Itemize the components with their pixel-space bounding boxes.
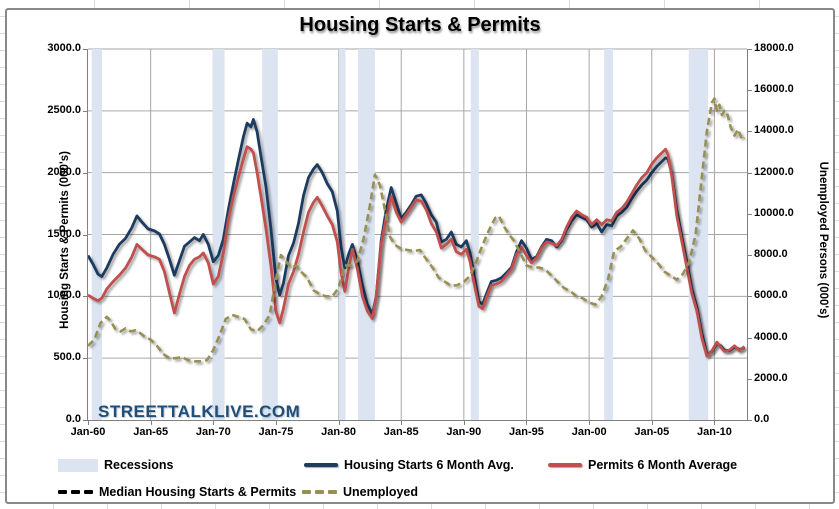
y-axis-right-tickmark [747,172,752,174]
plot-area[interactable] [86,48,747,420]
x-axis-tick-label: Jan-70 [195,426,231,438]
legend-item[interactable]: Housing Starts 6 Month Avg. [304,456,514,474]
legend-item[interactable]: Median Housing Starts & Permits [58,483,296,501]
y-axis-left-tickmark [83,172,88,174]
x-axis-tickmark [526,420,528,425]
y-axis-right-tickmark [747,90,752,92]
y-axis-left-tick-label: 0.0 [65,413,81,425]
y-axis-left-tick-label: 1500.0 [47,227,81,240]
legend-row-1: Recessions Housing Starts 6 Month Avg. Per… [7,456,833,474]
chart-canvas [86,48,747,420]
y-axis-left-tickmark [83,420,88,421]
y-axis-right-tickmark [747,213,752,215]
x-axis-tickmark [275,420,277,425]
x-axis-tick-label: Jan-05 [634,426,670,438]
y-axis-right-tick-label: 14000.0 [754,124,794,137]
y-axis-right-tickmark [747,131,752,133]
x-axis-tickmark [338,420,340,425]
y-axis-right-tick-label: 0.0 [754,413,770,425]
y-axis-right-tickmark [747,420,752,421]
y-axis-left-tickmark [83,49,88,50]
dash-median-swatch [58,490,93,494]
y-axis-right-tickmark [747,296,752,298]
y-axis-left-tick-label: 3000.0 [47,42,81,54]
x-axis-tick-label: Jan-85 [383,426,419,438]
y-axis-right-tick-label: 2000.0 [754,371,788,384]
legend-label: Recessions [104,458,174,472]
housing-starts-line [86,118,745,356]
legend-item[interactable]: Permits 6 Month Average [548,456,737,474]
housing-starts-swatch [304,463,338,467]
worksheet-gridlines-right [835,0,839,509]
y-axis-left-tickmark [83,110,88,112]
chart-object[interactable]: Housing Starts & Permits Housing Starts … [5,8,835,504]
x-axis-tickmark [150,420,152,425]
y-axis-right-tickmark [747,378,752,380]
y-axis-right-tick-label: 6000.0 [754,289,788,302]
y-axis-right-tick-label: 4000.0 [754,330,788,343]
x-axis-tick-label: Jan-10 [696,426,732,438]
y-axis-title-left: Housing Starts & Permits (000's) [59,151,71,329]
watermark: STREETTALKLIVE.COM [98,402,301,421]
permits-line [87,145,746,358]
recession-band [357,49,375,420]
x-axis-tickmark [651,420,653,425]
y-axis-right-tickmark [747,255,752,257]
legend-label: Permits 6 Month Average [588,458,738,472]
recession-band [262,49,278,420]
y-axis-left-tickmark [83,296,88,298]
x-axis-tick-label: Jan-90 [446,426,482,438]
x-axis-tick-label: Jan-75 [258,426,294,438]
legend-label: Housing Starts 6 Month Avg. [344,458,514,472]
y-axis-right-tick-label: 8000.0 [754,248,788,261]
y-axis-left-tickmark [83,358,88,360]
x-axis-tick-label: Jan-95 [509,426,544,438]
legend-label: Median Housing Starts & Permits [99,485,297,499]
y-axis-line-right [747,49,748,421]
x-axis-tickmark [401,420,403,425]
recession-swatch [58,458,98,472]
x-axis-tick-label: Jan-60 [70,426,106,438]
y-axis-left-tick-label: 2500.0 [47,103,81,116]
x-axis-tickmark [589,420,591,425]
y-axis-left-tickmark [83,234,88,236]
recession-band [470,49,479,420]
y-axis-left-tick-label: 2000.0 [47,165,81,178]
y-axis-right-tickmark [747,49,752,50]
x-axis-tickmark [213,420,215,425]
recession-band [212,49,225,420]
legend-label: Unemployed [343,485,419,499]
y-axis-left-tick-label: 1000.0 [47,289,81,302]
recession-band [688,49,709,420]
permits-swatch [548,463,582,467]
legend-row-2: Median Housing Starts & Permits Unemploye… [7,483,833,501]
y-axis-right-tick-label: 16000.0 [754,83,794,96]
chart-title: Housing Starts & Permits [299,14,541,36]
y-axis-right-tick-label: 18000.0 [754,42,794,54]
y-axis-right-tickmark [747,337,752,339]
x-axis-tick-label: Jan-00 [571,426,607,438]
dash-unemployed-swatch [302,490,337,494]
worksheet-gridlines-top [0,0,839,8]
legend-item[interactable]: Recessions [58,456,173,474]
x-axis-tick-label: Jan-80 [321,426,356,438]
x-axis-line [87,420,748,421]
y-axis-right-tick-label: 12000.0 [754,165,794,178]
x-axis-tickmark [463,420,465,425]
unemployed-line [87,97,746,363]
x-axis-tick-label: Jan-65 [133,426,169,438]
recession-band [604,49,613,420]
y-axis-right-tick-label: 10000.0 [754,206,794,219]
x-axis-tickmark [88,420,89,425]
recession-band [338,49,346,420]
recession-band [91,49,103,420]
legend-item[interactable]: Unemployed [302,483,418,501]
x-axis-tickmark [714,420,716,425]
y-axis-left-tick-label: 500.0 [53,351,81,364]
y-axis-title-right: Unemployed Persons (000's) [817,161,829,319]
